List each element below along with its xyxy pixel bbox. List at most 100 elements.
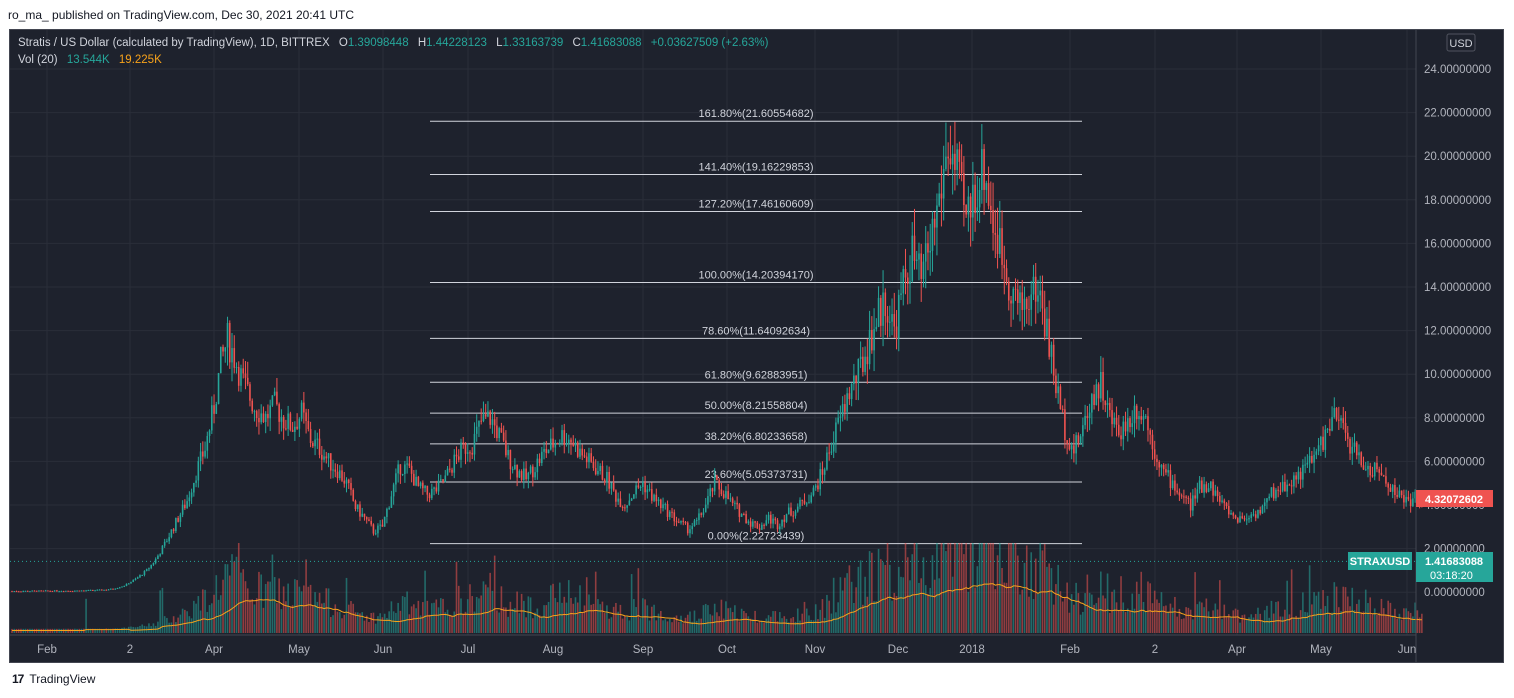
candle-body	[249, 384, 251, 401]
volume-bar	[1232, 610, 1235, 633]
volume-bar	[1414, 602, 1416, 633]
candle-body	[938, 193, 940, 206]
volume-bar	[1048, 563, 1050, 633]
volume-bar	[550, 585, 552, 633]
volume-bar	[745, 613, 747, 633]
time-scale[interactable]: Feb 2 Apr May Jun Jul Aug Sep Oct Nov Dec 2018 Feb 2 A…	[37, 644, 1416, 656]
price-chart[interactable]: 161.80%(21.60554682) 141.40%(19.16229853)…	[10, 30, 1504, 663]
volume-bar	[588, 594, 590, 633]
volume-bar	[424, 570, 426, 633]
last-price-badge	[1416, 490, 1493, 507]
chart-frame[interactable]: 161.80%(21.60554682) 141.40%(19.16229853)…	[9, 29, 1504, 663]
candle-body	[1236, 518, 1239, 523]
volume-bar	[1196, 604, 1199, 633]
volume-bar	[725, 601, 727, 633]
candle-body	[469, 452, 471, 454]
volume-bar	[255, 598, 258, 633]
candle-body	[1061, 408, 1064, 410]
volume-bar	[617, 611, 619, 633]
candle-body	[1167, 470, 1169, 473]
svg-text:Vol (20) 13.544K: Vol (20) 13.544K 19.225K	[18, 54, 162, 66]
candle-body	[857, 358, 860, 384]
volume-bar	[1171, 607, 1174, 633]
candle-body	[630, 498, 633, 501]
candle-body	[1281, 481, 1284, 491]
candle-body	[588, 453, 590, 463]
candle-body	[428, 494, 431, 499]
candle-body	[1064, 409, 1066, 441]
volume-bar	[1403, 608, 1405, 633]
candle-body	[691, 526, 694, 530]
candle-body	[374, 533, 377, 535]
price-scale[interactable]: 24.00000000 22.00000000 20.00000000 18.0000…	[1424, 64, 1491, 599]
volume-bar	[1391, 615, 1394, 633]
currency-button[interactable]	[1446, 33, 1476, 52]
volume-bar	[1028, 596, 1030, 633]
candle-body	[13, 591, 16, 593]
candle-body	[536, 458, 539, 473]
candle-body	[11, 591, 13, 593]
volume-bar	[294, 579, 296, 633]
fibonacci-retracement[interactable]: 161.80%(21.60554682) 141.40%(19.16229853)…	[430, 108, 1082, 545]
volume-bar	[990, 543, 992, 633]
candle-body	[1079, 436, 1082, 443]
volume-bar	[615, 602, 617, 633]
candle-body	[237, 366, 240, 386]
volume-bar	[972, 543, 974, 633]
volume-bar	[1353, 610, 1356, 633]
symbol-legend[interactable]: Stratis / US Dollar (calculated by Tradi…	[18, 37, 769, 66]
volume-bar	[336, 611, 339, 633]
volume-bar	[1214, 603, 1217, 633]
candle-body	[794, 511, 797, 516]
volume-bar	[428, 614, 431, 633]
volume-bar	[868, 551, 871, 633]
volume-bar	[1126, 608, 1129, 633]
candle-body	[1201, 480, 1203, 493]
candle-body	[244, 373, 247, 378]
candle-body	[1320, 436, 1322, 446]
candle-body	[1239, 516, 1241, 523]
volume-bar	[1331, 612, 1333, 633]
volume-bar	[778, 612, 781, 633]
volume-bar	[1405, 608, 1407, 633]
candle-body	[1387, 483, 1389, 488]
candle-body	[525, 468, 527, 480]
candle-body	[370, 520, 372, 525]
volume-bar	[922, 557, 925, 633]
candle-body	[1178, 492, 1181, 496]
volume-bar	[805, 608, 808, 633]
candle-body	[772, 518, 774, 524]
candle-body	[731, 498, 734, 504]
volume-bar	[1376, 614, 1378, 633]
volume-bar	[374, 623, 377, 633]
candle-body	[805, 503, 808, 505]
x-tick-label: Apr	[205, 644, 223, 656]
x-tick-label: Aug	[543, 644, 563, 656]
candle-body	[172, 529, 175, 531]
candle-body	[1043, 308, 1046, 337]
volume-bar	[651, 606, 653, 633]
volume-bar	[338, 612, 341, 633]
volume-bar	[390, 601, 393, 633]
volume-bar	[321, 603, 323, 633]
volume-bar	[448, 615, 451, 633]
candle-body	[1028, 308, 1030, 310]
candle-body	[1023, 298, 1026, 310]
volume-bar	[1239, 622, 1241, 633]
volume-bar	[1355, 603, 1358, 633]
candle-body	[832, 442, 835, 452]
volume-bar	[832, 577, 835, 633]
volume-bar	[543, 605, 545, 633]
candle-body	[457, 456, 460, 460]
candle-body	[475, 426, 478, 434]
fib-level-label: 100.00%(14.20394170)	[699, 270, 814, 282]
volume-bar	[332, 615, 334, 633]
candle-body	[1122, 421, 1125, 440]
candle-body	[846, 393, 848, 412]
volume-bar	[585, 577, 588, 633]
volume-bar	[139, 625, 141, 633]
candle-body	[53, 590, 56, 592]
volume-bar	[1234, 608, 1237, 633]
candle-body	[431, 488, 433, 499]
volume-bar	[893, 592, 896, 633]
